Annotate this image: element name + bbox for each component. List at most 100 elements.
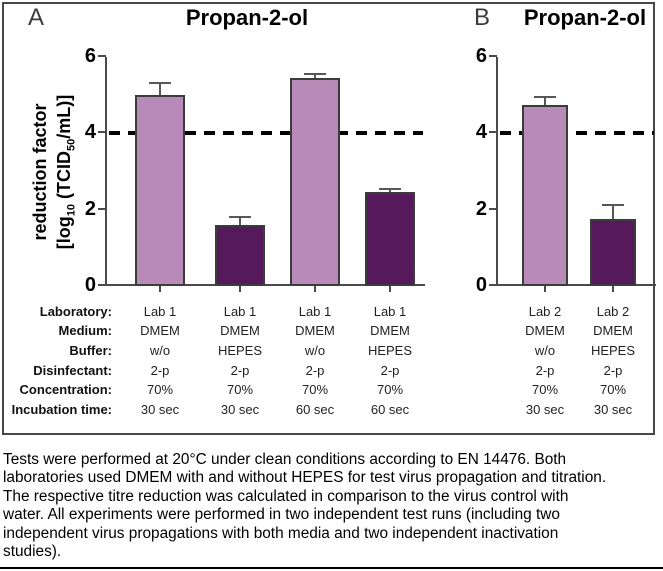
- table-cell: 2-p: [380, 362, 400, 378]
- error-bar-cap-b-1: [534, 95, 556, 98]
- table-cell: 60 sec: [370, 402, 410, 417]
- y-tick-label-b: 2: [475, 197, 487, 220]
- table-cell: 30 sec: [593, 402, 633, 417]
- y-axis-label-line2: [log10 (TCID50/mL)]: [54, 94, 78, 250]
- y-tick-a: [98, 131, 106, 134]
- bar-a-4: [365, 192, 415, 286]
- table-cell: 2-p: [603, 362, 623, 378]
- figure-caption: Tests were performed at 20°C under clean…: [3, 451, 661, 561]
- bar-a-3: [290, 77, 340, 286]
- y-tick-label-a: 4: [84, 121, 96, 144]
- panel-b-label: B: [474, 4, 491, 31]
- table-cell: 2-p: [150, 362, 170, 378]
- table-cell: 70%: [301, 382, 329, 398]
- error-bar-stem-b-2: [612, 205, 614, 220]
- error-bar-cap-a-3: [304, 72, 326, 75]
- panel-b-title: Propan-2-ol: [523, 5, 647, 30]
- table-cell: 2-p: [535, 362, 555, 378]
- y-tick-label-a: 2: [84, 197, 96, 220]
- error-bar-cap-a-1: [149, 81, 171, 84]
- y-tick-b: [489, 55, 497, 57]
- error-bar-stem-a-1: [159, 83, 161, 96]
- x-tick-b-1: [544, 286, 546, 292]
- table-cell: HEPES: [217, 342, 263, 358]
- table-cell: DMEM: [370, 323, 410, 339]
- threshold-dashed-line-b: [500, 131, 654, 136]
- bottom-divider-line: [0, 567, 663, 569]
- error-bar-stem-b-1: [544, 97, 546, 105]
- table-cell: DMEM: [593, 323, 633, 339]
- caption-line: Tests were performed at 20°C under clean…: [3, 451, 567, 468]
- y-tick-b: [489, 284, 497, 286]
- y-tick-b: [489, 207, 497, 210]
- y-tick-label-a: 6: [84, 45, 96, 67]
- table-cell: HEPES: [590, 342, 636, 358]
- table-row-label: Disinfectant:: [33, 362, 112, 378]
- caption-line: water. All experiments were performed in…: [3, 506, 560, 524]
- y-tick-b: [489, 131, 497, 134]
- bar-a-2: [215, 224, 265, 286]
- table-cell: 70%: [599, 382, 627, 398]
- table-cell: Lab 2: [596, 303, 630, 319]
- table-cell: 70%: [146, 382, 174, 398]
- caption-line: The respective titre reduction was calcu…: [3, 487, 569, 505]
- table-cell: DMEM: [295, 323, 335, 339]
- error-bar-stem-a-2: [239, 218, 241, 225]
- y-tick-a: [98, 284, 106, 286]
- table-cell: 2-p: [305, 362, 325, 378]
- y-axis-line-a: [105, 57, 107, 286]
- table-cell: w/o: [304, 342, 326, 358]
- table-cell: 60 sec: [295, 402, 335, 417]
- table-cell: HEPES: [367, 342, 413, 358]
- table-cell: 70%: [531, 382, 559, 398]
- x-tick-a-2: [239, 286, 241, 292]
- error-bar-cap-a-2: [229, 216, 251, 219]
- y-axis-label: reduction factor [log10 (TCID50/mL)]: [28, 57, 80, 287]
- table-cell: Lab 1: [223, 303, 257, 319]
- y-tick-a: [98, 55, 106, 57]
- y-tick-label-b: 0: [475, 274, 487, 296]
- table-cell: DMEM: [525, 323, 565, 339]
- error-bar-cap-b-2: [602, 203, 624, 206]
- y-tick-label-a: 0: [84, 274, 96, 296]
- table-cell: w/o: [149, 342, 171, 358]
- x-axis-line-a: [105, 284, 425, 286]
- error-bar-stem-a-4: [389, 190, 391, 193]
- table-cell: Lab 1: [373, 303, 407, 319]
- table-cell: Lab 2: [528, 303, 562, 319]
- table-cell: DMEM: [220, 323, 260, 339]
- bar-a-1: [135, 95, 185, 286]
- y-tick-a: [98, 207, 106, 210]
- table-row-label: Concentration:: [19, 382, 112, 398]
- table-cell: 30 sec: [140, 402, 180, 417]
- y-axis-line-b: [496, 57, 498, 286]
- table-cell: 30 sec: [525, 402, 565, 417]
- x-tick-a-1: [159, 286, 161, 292]
- table-cell: 30 sec: [220, 402, 260, 417]
- caption-line: independent virus propagations with both…: [3, 524, 559, 542]
- table-cell: 70%: [376, 382, 404, 398]
- table-row-label: Incubation time:: [11, 402, 112, 417]
- table-cell: 70%: [226, 382, 254, 398]
- caption-line: laboratories used DMEM with and without …: [3, 469, 607, 487]
- table-row-label: Medium:: [58, 323, 112, 339]
- table-row-label: Laboratory:: [39, 303, 112, 319]
- panel-a-title: Propan-2-ol: [185, 5, 309, 30]
- bar-b-2: [590, 219, 636, 286]
- table-cell: DMEM: [140, 323, 180, 339]
- x-tick-a-3: [314, 286, 316, 292]
- x-tick-a-4: [389, 286, 391, 292]
- y-tick-label-b: 6: [475, 45, 487, 67]
- table-cell: Lab 1: [298, 303, 332, 319]
- y-tick-label-b: 4: [475, 121, 487, 144]
- error-bar-stem-a-3: [314, 74, 316, 78]
- threshold-dashed-line-a: [109, 131, 423, 136]
- panel-a-label: A: [28, 4, 45, 31]
- bar-b-1: [522, 104, 568, 286]
- x-axis-line-b: [496, 284, 656, 286]
- table-cell: 2-p: [230, 362, 250, 378]
- caption-line: studies).: [3, 543, 62, 561]
- error-bar-cap-a-4: [379, 188, 401, 191]
- y-axis-label-line1: reduction factor: [30, 103, 50, 241]
